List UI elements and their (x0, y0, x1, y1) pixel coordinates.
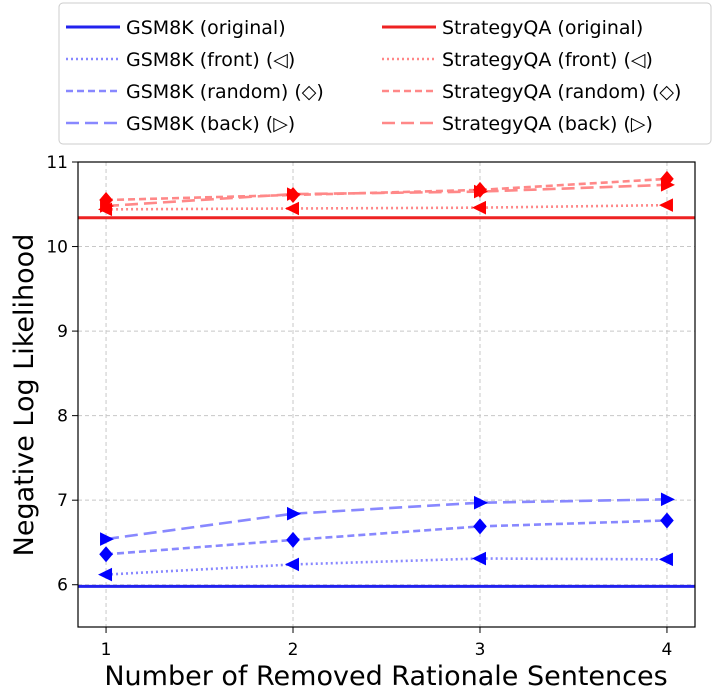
legend-label: GSM8K (random) (◇) (126, 81, 324, 103)
legend-frame (58, 2, 712, 145)
y-tick-label: 6 (57, 576, 68, 596)
x-tick-label: 4 (662, 640, 673, 660)
data-point-gsm8k-front (471, 551, 486, 566)
legend-label: GSM8K (original) (126, 17, 286, 39)
data-point-strategyqa-front (658, 198, 673, 212)
data-point-gsm8k-front (658, 552, 673, 567)
y-tick-label: 7 (57, 491, 68, 511)
data-point-gsm8k-random (99, 546, 113, 563)
data-point-strategyqa-back (100, 199, 115, 213)
y-tick-label: 10 (46, 238, 68, 258)
plot-frame (77, 161, 696, 628)
series-line-gsm8k-front (105, 557, 667, 576)
x-tick-label: 3 (475, 640, 486, 660)
data-point-gsm8k-back (660, 492, 675, 507)
data-point-gsm8k-random (286, 531, 300, 548)
data-point-strategyqa-back (660, 178, 675, 192)
data-point-gsm8k-back (287, 506, 302, 521)
legend-label: StrategyQA (front) (◁) (442, 49, 653, 71)
x-tick-label: 2 (288, 640, 299, 660)
data-point-strategyqa-back (287, 187, 302, 201)
legend-label: StrategyQA (original) (442, 17, 643, 39)
data-point-gsm8k-front (98, 567, 113, 582)
data-point-gsm8k-random (473, 518, 487, 535)
y-tick-label: 11 (46, 153, 68, 173)
y-tick-label: 9 (57, 322, 68, 342)
legend: GSM8K (original) GSM8K (front) (◁) GSM8K (… (58, 2, 712, 145)
series-line-gsm8k-random (105, 519, 667, 556)
x-axis-title: Number of Removed Rationale Sentences (104, 661, 667, 692)
data-point-gsm8k-back (473, 495, 488, 510)
y-tick-label: 8 (57, 407, 68, 427)
plot-area: 1 2 3 4 6 7 8 9 10 11 (46, 153, 696, 660)
series-line-strategyqa-back (105, 183, 668, 208)
data-point-strategyqa-front (471, 200, 486, 215)
series-line-strategyqa-random (106, 177, 668, 202)
data-point-strategyqa-back (473, 184, 488, 199)
data-point-strategyqa-front (285, 201, 300, 216)
legend-label: StrategyQA (random) (◇) (442, 81, 681, 103)
x-tick-label: 1 (101, 640, 112, 660)
data-point-gsm8k-back (100, 532, 115, 546)
y-axis-title: Negative Log Likelihood (9, 234, 40, 557)
data-point-gsm8k-front (285, 557, 300, 572)
data-point-gsm8k-random (660, 512, 674, 529)
legend-label: StrategyQA (back) (▷) (442, 113, 653, 135)
legend-label: GSM8K (front) (◁) (126, 49, 295, 71)
series-line-strategyqa-front (106, 203, 667, 211)
legend-label: GSM8K (back) (▷) (126, 113, 295, 135)
